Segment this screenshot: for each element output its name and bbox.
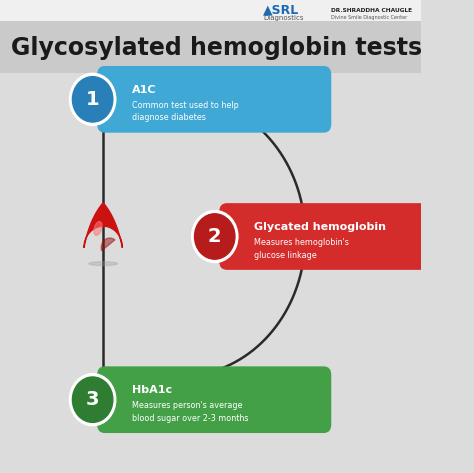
Text: Glycated hemoglobin: Glycated hemoglobin — [254, 222, 386, 232]
Polygon shape — [84, 203, 122, 248]
Text: DR.SHRADDHA CHAUGLE: DR.SHRADDHA CHAUGLE — [330, 8, 411, 13]
Text: Common test used to help
diagnose diabetes: Common test used to help diagnose diabet… — [132, 101, 239, 123]
FancyBboxPatch shape — [97, 366, 331, 433]
FancyBboxPatch shape — [0, 21, 421, 73]
Text: Measures person's average
blood sugar over 2-3 months: Measures person's average blood sugar ov… — [132, 401, 249, 423]
Text: Divine Smile Diagnostic Center: Divine Smile Diagnostic Center — [330, 16, 407, 20]
Text: Diagnostics: Diagnostics — [263, 16, 304, 21]
FancyBboxPatch shape — [97, 66, 331, 132]
Circle shape — [73, 377, 113, 422]
Polygon shape — [101, 238, 115, 251]
FancyBboxPatch shape — [0, 0, 421, 21]
Text: ▲SRL: ▲SRL — [263, 4, 300, 17]
Ellipse shape — [94, 221, 102, 235]
Text: 3: 3 — [86, 390, 100, 409]
Circle shape — [194, 214, 235, 259]
Ellipse shape — [89, 262, 118, 265]
Text: HbA1c: HbA1c — [132, 385, 172, 395]
Circle shape — [70, 73, 116, 125]
Text: Glycosylated hemoglobin tests: Glycosylated hemoglobin tests — [10, 36, 422, 60]
Circle shape — [73, 77, 113, 122]
Circle shape — [70, 374, 116, 426]
Text: 2: 2 — [208, 227, 221, 246]
Circle shape — [191, 210, 238, 263]
Text: 1: 1 — [86, 90, 100, 109]
Text: Measures hemoglobin's
glucose linkage: Measures hemoglobin's glucose linkage — [254, 238, 349, 260]
Text: A1C: A1C — [132, 85, 156, 95]
FancyBboxPatch shape — [219, 203, 453, 270]
